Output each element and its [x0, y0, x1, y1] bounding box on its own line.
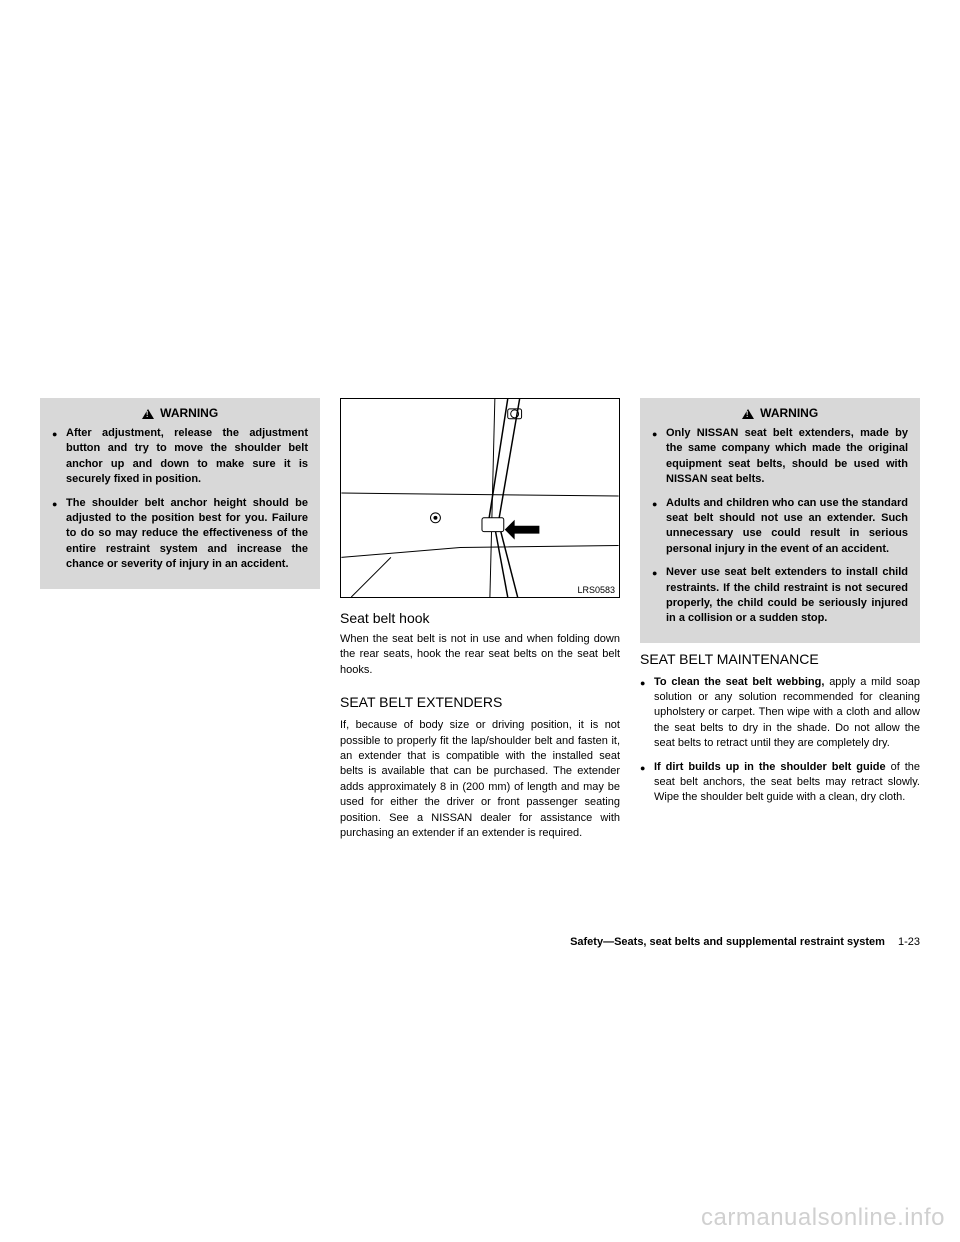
warning-item: Never use seat belt extenders to install… [652, 565, 908, 627]
column-2: LRS0583 Seat belt hook When the seat bel… [340, 398, 620, 849]
list-item: If dirt builds up in the shoulder belt g… [640, 760, 920, 806]
warning-header: WARNING [52, 406, 308, 420]
warning-box-2: WARNING Only NISSAN seat belt extenders,… [640, 398, 920, 643]
list-item: To clean the seat belt webbing, apply a … [640, 675, 920, 752]
warning-list-2: Only NISSAN seat belt extenders, made by… [652, 426, 908, 627]
column-1: WARNING After adjustment, release the ad… [40, 398, 320, 849]
heading-maintenance: SEAT BELT MAINTENANCE [640, 651, 920, 667]
heading-extenders: SEAT BELT EXTENDERS [340, 694, 620, 710]
warning-icon [142, 409, 154, 419]
footer-section: Safety—Seats, seat belts and supplementa… [570, 936, 885, 948]
column-3: WARNING Only NISSAN seat belt extenders,… [640, 398, 920, 849]
watermark: carmanualsonline.info [701, 1204, 945, 1232]
warning-item: Adults and children who can use the stan… [652, 496, 908, 558]
seat-belt-hook-figure: LRS0583 [340, 398, 620, 598]
warning-header: WARNING [652, 406, 908, 420]
item-bold: To clean the seat belt webbing, [654, 676, 824, 688]
page-number: 1-23 [898, 936, 920, 948]
warning-label: WARNING [160, 406, 218, 420]
warning-item: The shoulder belt anchor height should b… [52, 496, 308, 573]
item-bold: If dirt builds up in the shoulder belt g… [654, 761, 886, 773]
page-content: WARNING After adjustment, release the ad… [40, 398, 920, 849]
seat-belt-illustration [341, 399, 619, 597]
body-text: When the seat belt is not in use and whe… [340, 632, 620, 678]
warning-box-1: WARNING After adjustment, release the ad… [40, 398, 320, 589]
warning-item: Only NISSAN seat belt extenders, made by… [652, 426, 908, 488]
heading-seat-belt-hook: Seat belt hook [340, 610, 620, 626]
page-footer: Safety—Seats, seat belts and supplementa… [570, 936, 920, 948]
maintenance-list: To clean the seat belt webbing, apply a … [640, 675, 920, 814]
warning-icon [742, 409, 754, 419]
warning-label: WARNING [760, 406, 818, 420]
warning-item: After adjustment, release the adjustment… [52, 426, 308, 488]
body-text: If, because of body size or driving posi… [340, 718, 620, 841]
figure-label: LRS0583 [577, 585, 615, 595]
warning-list-1: After adjustment, release the adjustment… [52, 426, 308, 573]
